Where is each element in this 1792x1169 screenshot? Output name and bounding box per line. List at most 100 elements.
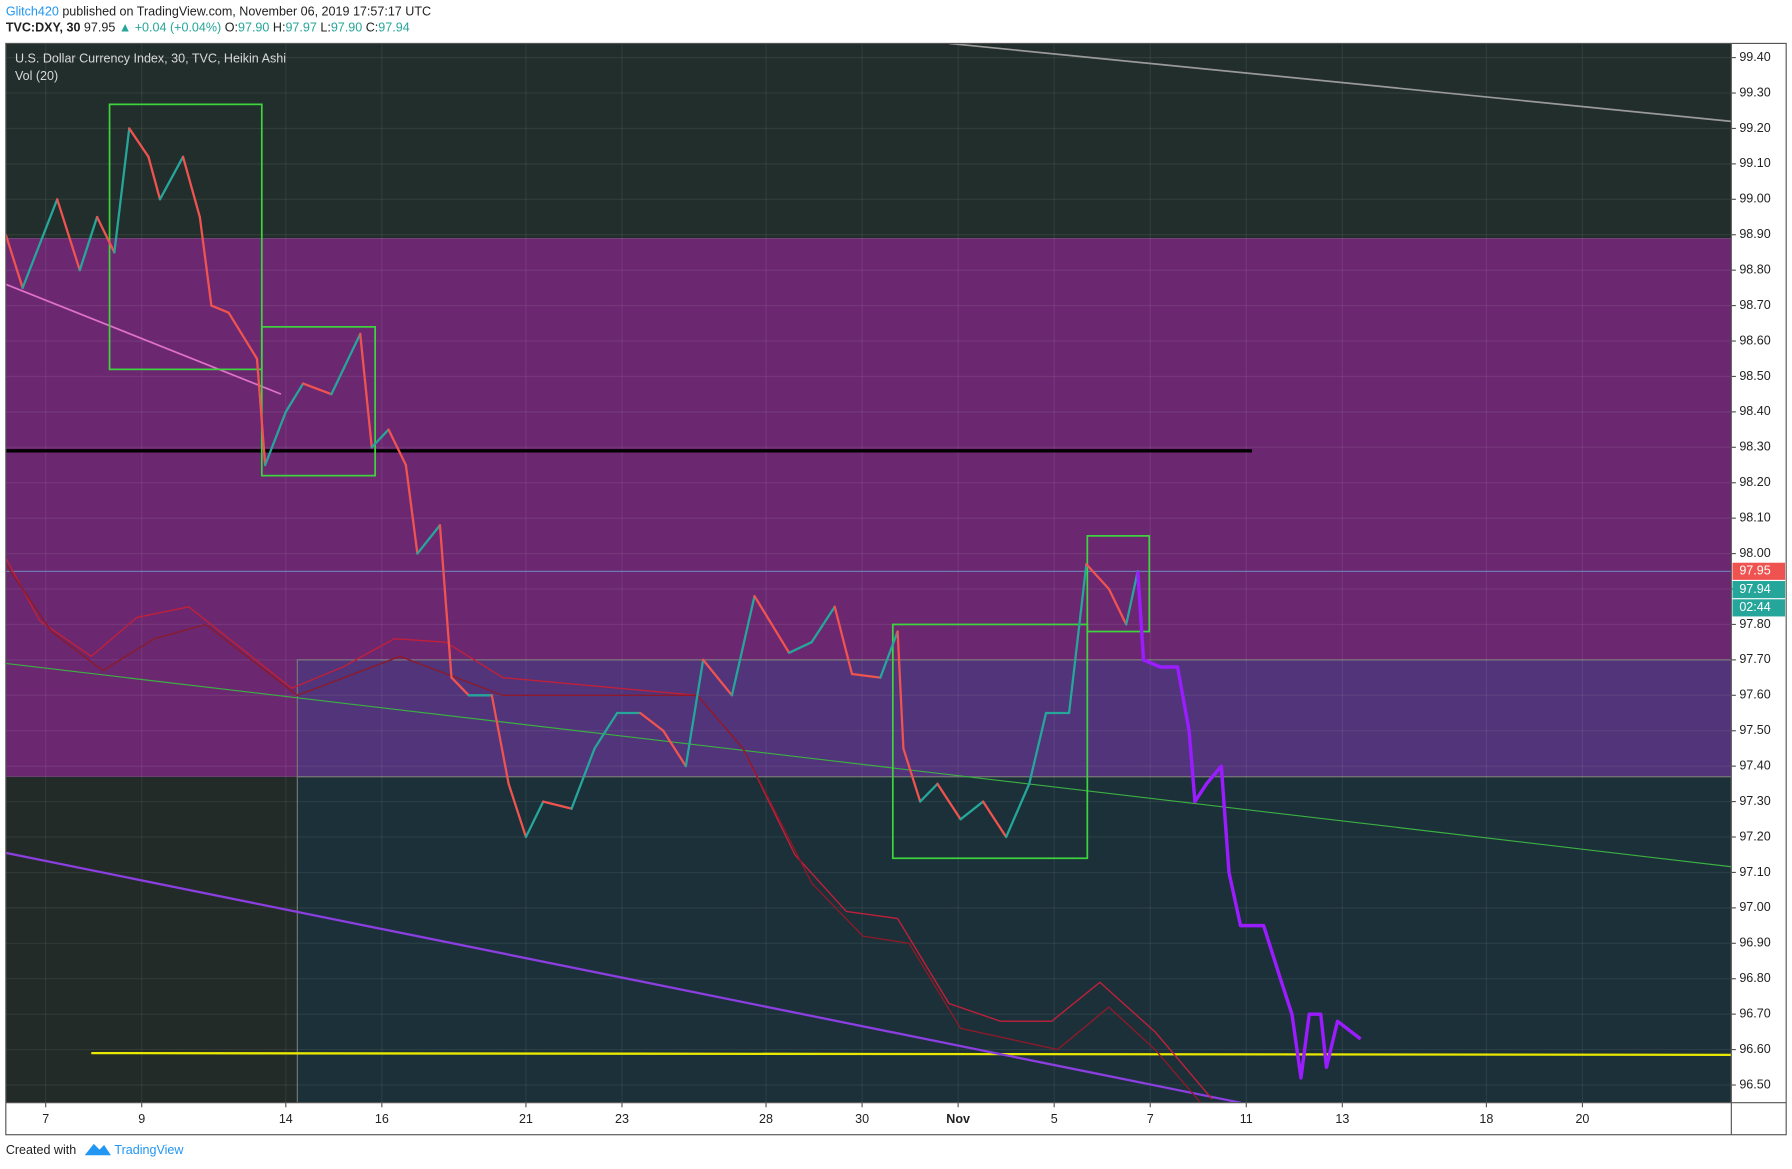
price-segment bbox=[730, 594, 756, 697]
price-segment bbox=[227, 311, 259, 360]
price-segment bbox=[919, 782, 939, 803]
trend-line bbox=[5, 851, 1241, 1103]
price-tag-label: 97.94 bbox=[1739, 582, 1770, 596]
y-tick-label: 98.80 bbox=[1739, 262, 1770, 276]
y-tick-label: 97.40 bbox=[1739, 758, 1770, 772]
x-tick-label: 7 bbox=[1147, 1112, 1154, 1126]
ohlc-value: 97.90 bbox=[331, 21, 362, 35]
y-tick-label: 97.00 bbox=[1739, 900, 1770, 914]
price-segment bbox=[490, 694, 510, 786]
footer-text: Created with bbox=[6, 1143, 76, 1157]
trend-line bbox=[948, 43, 1732, 123]
price-segment bbox=[896, 630, 905, 750]
ohlc-label: H: bbox=[273, 21, 286, 35]
price-segment bbox=[359, 332, 373, 449]
price-segment bbox=[684, 658, 705, 768]
plot-area bbox=[5, 43, 1732, 1103]
symbol-line: TVC:DXY, 30 97.95 ▲ +0.04 (+0.04%) O:97.… bbox=[6, 21, 410, 35]
price-segment bbox=[936, 782, 962, 821]
y-tick-label: 98.50 bbox=[1739, 369, 1770, 383]
y-tick-label: 98.20 bbox=[1739, 475, 1770, 489]
price-segment bbox=[1125, 570, 1139, 626]
y-tick-label: 98.60 bbox=[1739, 333, 1770, 347]
price-segment bbox=[158, 155, 185, 201]
ohlc-value: 97.90 bbox=[238, 21, 269, 35]
price-segment bbox=[255, 357, 267, 467]
price-segment bbox=[753, 594, 791, 654]
x-tick-label: 20 bbox=[1575, 1112, 1589, 1126]
price-segment bbox=[787, 641, 813, 654]
price-segment bbox=[902, 747, 922, 803]
chart-subtitle: Vol (20) bbox=[15, 69, 58, 83]
y-tick-label: 97.10 bbox=[1739, 865, 1770, 879]
footer-brand[interactable]: TradingView bbox=[114, 1143, 184, 1157]
price-segment bbox=[833, 605, 854, 676]
y-tick-label: 97.80 bbox=[1739, 617, 1770, 631]
y-tick-label: 96.70 bbox=[1739, 1006, 1770, 1020]
highlight-box bbox=[891, 623, 1089, 860]
zone bbox=[5, 43, 1732, 239]
trend-line bbox=[5, 662, 1732, 868]
price-segment bbox=[264, 410, 287, 467]
trend-line bbox=[91, 1051, 1732, 1056]
price-segment bbox=[438, 524, 453, 679]
price-segment bbox=[128, 127, 150, 158]
trend-line bbox=[5, 563, 1202, 1103]
price-segment bbox=[450, 676, 470, 697]
price-segment bbox=[1005, 782, 1031, 839]
y-tick-label: 98.40 bbox=[1739, 404, 1770, 418]
y-tick-label: 96.60 bbox=[1739, 1042, 1770, 1056]
x-tick-label: 13 bbox=[1335, 1112, 1349, 1126]
price-segment bbox=[5, 233, 24, 290]
price-segment bbox=[387, 428, 408, 467]
price-segment bbox=[198, 215, 213, 307]
price-segment bbox=[21, 198, 59, 290]
x-tick-label: 5 bbox=[1051, 1112, 1058, 1126]
price-segment bbox=[542, 800, 573, 810]
price-segment bbox=[524, 800, 545, 839]
brand-logo bbox=[84, 1143, 111, 1156]
x-tick-label: 21 bbox=[519, 1112, 533, 1126]
x-tick-label: 11 bbox=[1240, 1112, 1253, 1126]
y-tick-label: 97.20 bbox=[1739, 829, 1770, 843]
price-segment bbox=[370, 428, 390, 449]
highlight-box bbox=[108, 103, 263, 371]
price-segment bbox=[981, 800, 1008, 839]
price-segment bbox=[879, 630, 899, 679]
symbol: TVC:DXY, 30 bbox=[6, 21, 81, 35]
price-tag bbox=[1732, 581, 1786, 599]
price-segment bbox=[810, 605, 836, 644]
price-tag-label: 97.95 bbox=[1739, 564, 1770, 578]
price-segment bbox=[1107, 587, 1128, 626]
y-tick-label: 98.90 bbox=[1739, 227, 1770, 241]
price-segment bbox=[662, 729, 687, 768]
y-tick-label: 97.50 bbox=[1739, 723, 1770, 737]
price-tag bbox=[1732, 599, 1786, 617]
y-tick-label: 99.40 bbox=[1739, 50, 1770, 64]
published: published on TradingView.com, November 0… bbox=[62, 5, 431, 19]
y-tick-label: 99.00 bbox=[1739, 192, 1770, 206]
x-tick-label: 9 bbox=[138, 1112, 145, 1126]
y-tick-label: 96.80 bbox=[1739, 971, 1770, 985]
price-segment bbox=[181, 155, 201, 219]
x-tick-label: 18 bbox=[1479, 1112, 1493, 1126]
price-segment bbox=[284, 382, 305, 414]
ohlc-value: 97.97 bbox=[285, 21, 316, 35]
price-tag bbox=[1732, 562, 1786, 580]
projection-line bbox=[1136, 571, 1362, 1080]
y-tick-label: 97.60 bbox=[1739, 688, 1770, 702]
author[interactable]: Glitch420 bbox=[6, 5, 59, 19]
y-tick-label: 98.70 bbox=[1739, 298, 1770, 312]
ohlc-label: L: bbox=[320, 21, 330, 35]
price-segment bbox=[959, 800, 985, 821]
y-tick-label: 96.90 bbox=[1739, 936, 1770, 950]
price-segment bbox=[1085, 563, 1111, 591]
chart-frame bbox=[5, 42, 1787, 1136]
price-segment bbox=[330, 332, 362, 396]
trend-line bbox=[5, 283, 282, 395]
price-tag-label: 02:44 bbox=[1739, 600, 1770, 614]
price-segment bbox=[210, 304, 230, 314]
y-tick-label: 99.20 bbox=[1739, 121, 1770, 135]
price-segment bbox=[147, 155, 162, 201]
